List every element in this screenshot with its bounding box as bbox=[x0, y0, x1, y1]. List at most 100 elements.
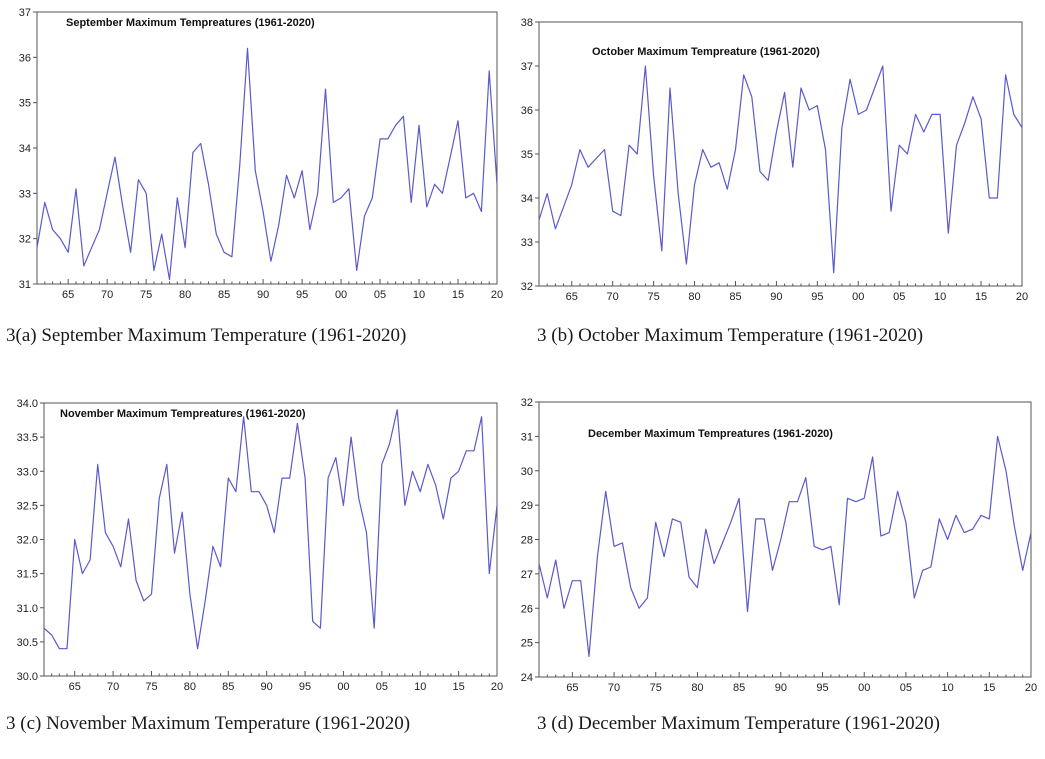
x-tick-label: 90 bbox=[261, 681, 273, 693]
x-tick-label: 85 bbox=[218, 289, 230, 301]
x-tick-label: 75 bbox=[650, 682, 662, 694]
y-tick-label: 31.0 bbox=[17, 603, 38, 615]
y-tick-label: 34 bbox=[521, 193, 533, 205]
x-tick-label: 65 bbox=[62, 289, 74, 301]
y-tick-label: 31.5 bbox=[17, 569, 38, 581]
caption-d: 3 (d) December Maximum Temperature (1961… bbox=[537, 713, 940, 734]
chart-december: 24 25 26 27 28 29 30 31 32 65 70 75 80 85 90 95 00 05 10 1… bbox=[521, 397, 1037, 694]
x-tick-label: 95 bbox=[299, 681, 311, 693]
x-tick-label: 75 bbox=[140, 289, 152, 301]
x-tick-label: 20 bbox=[491, 681, 503, 693]
x-tick-label: 05 bbox=[893, 291, 905, 303]
y-tick-label: 30 bbox=[521, 466, 533, 478]
chart-title: October Maximum Tempreature (1961-2020) bbox=[592, 46, 820, 58]
y-ticks: 32 33 34 35 36 37 38 bbox=[521, 17, 539, 293]
y-tick-label: 37 bbox=[19, 7, 31, 19]
x-tick-label: 85 bbox=[222, 681, 234, 693]
y-tick-label: 38 bbox=[521, 17, 533, 29]
x-tick-label: 80 bbox=[184, 681, 196, 693]
x-tick-label: 00 bbox=[337, 681, 349, 693]
x-tick-label: 80 bbox=[688, 291, 700, 303]
plot-frame bbox=[36, 11, 498, 285]
x-tick-label: 20 bbox=[1025, 682, 1037, 694]
y-tick-label: 32 bbox=[521, 397, 533, 409]
y-tick-label: 34.0 bbox=[17, 398, 38, 410]
caption-a: 3(a) September Maximum Temperature (1961… bbox=[6, 325, 407, 346]
x-tick-label: 10 bbox=[934, 291, 946, 303]
x-tick-label: 00 bbox=[852, 291, 864, 303]
x-tick-label: 15 bbox=[975, 291, 987, 303]
y-ticks: 24 25 26 27 28 29 30 31 32 bbox=[521, 397, 539, 684]
x-tick-label: 00 bbox=[858, 682, 870, 694]
x-tick-label: 65 bbox=[69, 681, 81, 693]
y-tick-label: 31 bbox=[19, 279, 31, 291]
y-tick-label: 28 bbox=[521, 535, 533, 547]
y-tick-label: 25 bbox=[521, 638, 533, 650]
x-tick-label: 10 bbox=[941, 682, 953, 694]
series-line bbox=[36, 47, 498, 281]
series-line bbox=[43, 409, 498, 650]
chart-title: December Maximum Tempreatures (1961-2020… bbox=[588, 428, 833, 440]
plot-frame bbox=[43, 402, 498, 677]
y-tick-label: 32.5 bbox=[17, 500, 38, 512]
x-tick-label: 05 bbox=[374, 289, 386, 301]
x-tick-label: 05 bbox=[900, 682, 912, 694]
x-tick-label: 15 bbox=[983, 682, 995, 694]
y-tick-label: 32 bbox=[19, 234, 31, 246]
y-tick-label: 27 bbox=[521, 569, 533, 581]
y-ticks: 30.0 30.5 31.0 31.5 32.0 32.5 33.0 33.5 34.0 bbox=[17, 398, 44, 683]
x-tick-label: 80 bbox=[691, 682, 703, 694]
x-tick-label: 95 bbox=[811, 291, 823, 303]
y-tick-label: 33 bbox=[19, 188, 31, 200]
y-tick-label: 37 bbox=[521, 61, 533, 73]
x-ticks: 65 70 75 80 85 90 95 00 05 10 15 20 bbox=[36, 279, 503, 301]
y-tick-label: 35 bbox=[19, 98, 31, 110]
y-tick-label: 30.0 bbox=[17, 671, 38, 683]
y-ticks: 31 32 33 34 35 36 37 bbox=[19, 7, 37, 291]
y-tick-label: 33.5 bbox=[17, 432, 38, 444]
x-tick-label: 75 bbox=[647, 291, 659, 303]
x-tick-label: 20 bbox=[1016, 291, 1028, 303]
x-tick-label: 65 bbox=[566, 682, 578, 694]
x-tick-label: 05 bbox=[376, 681, 388, 693]
series-line-group bbox=[36, 47, 498, 281]
x-tick-label: 15 bbox=[452, 681, 464, 693]
y-tick-label: 33 bbox=[521, 237, 533, 249]
x-tick-label: 75 bbox=[145, 681, 157, 693]
x-tick-label: 70 bbox=[607, 291, 619, 303]
y-tick-label: 35 bbox=[521, 149, 533, 161]
x-tick-label: 95 bbox=[296, 289, 308, 301]
chart-title: September Maximum Tempreatures (1961-202… bbox=[66, 17, 315, 29]
y-tick-label: 29 bbox=[521, 500, 533, 512]
series-line bbox=[538, 435, 1032, 657]
x-tick-label: 80 bbox=[179, 289, 191, 301]
plot-frame bbox=[538, 21, 1023, 287]
x-tick-label: 95 bbox=[816, 682, 828, 694]
x-tick-label: 85 bbox=[733, 682, 745, 694]
series-line-group bbox=[43, 409, 498, 650]
x-tick-label: 90 bbox=[257, 289, 269, 301]
y-tick-label: 26 bbox=[521, 603, 533, 615]
y-tick-label: 31 bbox=[521, 431, 533, 443]
chart-november: 30.0 30.5 31.0 31.5 32.0 32.5 33.0 33.5 34.0 65 7… bbox=[17, 398, 504, 693]
x-tick-label: 70 bbox=[101, 289, 113, 301]
y-tick-label: 32 bbox=[521, 281, 533, 293]
chart-title: November Maximum Tempreatures (1961-2020… bbox=[60, 408, 306, 420]
x-tick-label: 70 bbox=[608, 682, 620, 694]
x-tick-label: 10 bbox=[414, 681, 426, 693]
x-tick-label: 90 bbox=[775, 682, 787, 694]
x-tick-label: 90 bbox=[770, 291, 782, 303]
caption-b: 3 (b) October Maximum Temperature (1961-… bbox=[537, 325, 924, 346]
x-tick-label: 10 bbox=[413, 289, 425, 301]
x-tick-label: 65 bbox=[566, 291, 578, 303]
x-tick-label: 20 bbox=[491, 289, 503, 301]
y-tick-label: 30.5 bbox=[17, 637, 38, 649]
series-line-group bbox=[538, 435, 1032, 657]
x-ticks: 65 70 75 80 85 90 95 00 05 10 15 20 bbox=[538, 281, 1028, 303]
y-tick-label: 34 bbox=[19, 143, 31, 155]
y-tick-label: 33.0 bbox=[17, 466, 38, 478]
y-tick-label: 32.0 bbox=[17, 535, 38, 547]
x-tick-label: 15 bbox=[452, 289, 464, 301]
